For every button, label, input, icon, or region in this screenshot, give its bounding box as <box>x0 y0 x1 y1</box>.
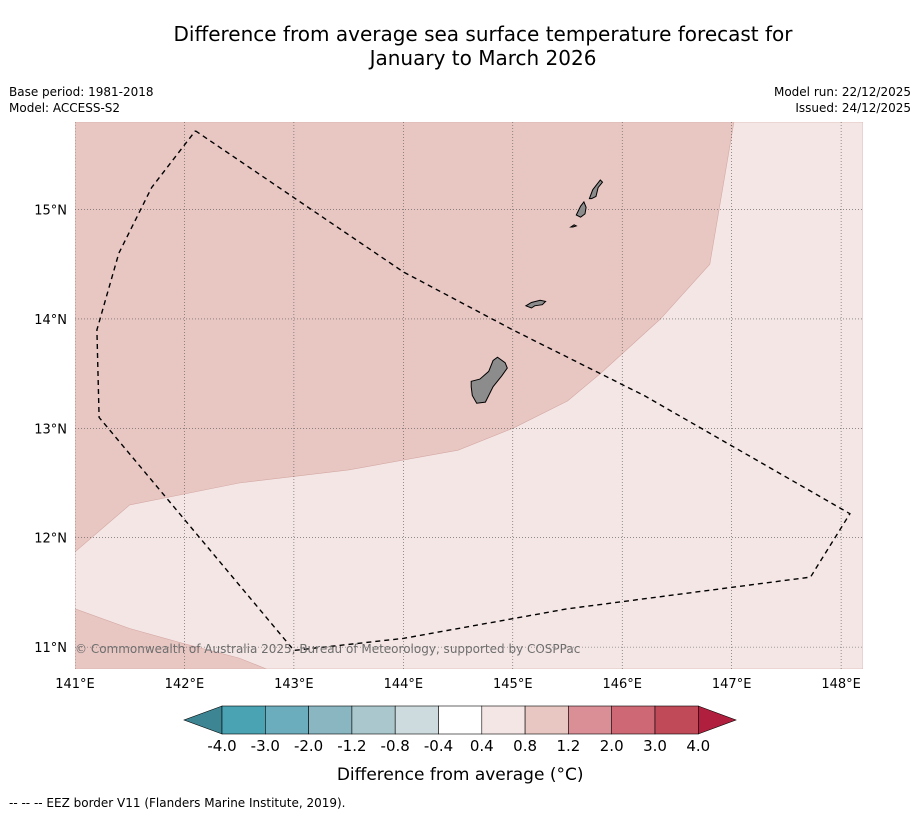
eez-legend-note: -- -- -- EEZ border V11 (Flanders Marine… <box>9 796 346 810</box>
colorbar-swatch <box>264 705 309 735</box>
meta-left: Base period: 1981-2018 Model: ACCESS-S2 <box>9 84 154 116</box>
colorbar-swatch <box>568 705 613 735</box>
map-area: © Commonwealth of Australia 2025, Bureau… <box>34 122 863 692</box>
colorbar-tick-label: 2.0 <box>600 737 624 755</box>
title-line-1: Difference from average sea surface temp… <box>173 22 793 46</box>
saipan-island <box>588 179 604 200</box>
lon-tick-label: 148°E <box>821 677 861 692</box>
colorbar-tick-label: -2.0 <box>294 737 323 755</box>
colorbar-swatch <box>221 705 266 735</box>
colorbar-label: Difference from average (°C) <box>337 765 584 785</box>
colorbar-low-arrow <box>183 705 223 735</box>
colorbar-tick-label: -1.2 <box>337 737 366 755</box>
lat-tick-label: 13°N <box>34 422 67 437</box>
colorbar-swatch <box>308 705 353 735</box>
colorbar-swatch <box>351 705 396 735</box>
colorbar-swatch <box>394 705 439 735</box>
lat-tick-label: 14°N <box>34 313 67 328</box>
lon-tick-label: 142°E <box>165 677 205 692</box>
rota-island <box>524 299 547 309</box>
colorbar-tick-label: 1.2 <box>556 737 580 755</box>
lon-tick-label: 146°E <box>602 677 642 692</box>
guam-island <box>470 356 508 404</box>
meta-right: Model run: 22/12/2025 Issued: 24/12/2025 <box>774 84 911 116</box>
lat-tick-label: 15°N <box>34 204 67 219</box>
lon-tick-label: 145°E <box>493 677 533 692</box>
colorbar-tick-label: -3.0 <box>251 737 280 755</box>
colorbar-tick-label: 0.4 <box>470 737 494 755</box>
anomaly-0.8-1.2-region-south <box>75 608 267 669</box>
eez-border-line <box>96 130 851 652</box>
colorbar-swatch <box>654 705 699 735</box>
colorbar-tick-label: -4.0 <box>207 737 236 755</box>
colorbar-swatch <box>481 705 526 735</box>
colorbar: -4.0 -3.0 -2.0 -1.2 -0.8 -0.4 0.4 0.8 1.2 2.0 3.0 4… <box>183 705 737 785</box>
lat-tick-label: 12°N <box>34 532 67 547</box>
issued-text: Issued: 24/12/2025 <box>795 101 911 115</box>
title-line-2: January to March 2026 <box>369 46 597 70</box>
colorbar-tick-label: 3.0 <box>643 737 667 755</box>
colorbar-swatch <box>611 705 656 735</box>
lon-tick-label: 141°E <box>55 677 95 692</box>
model-text: Model: ACCESS-S2 <box>9 101 121 115</box>
colorbar-high-arrow <box>697 705 737 735</box>
colorbar-tick-label: 4.0 <box>686 737 710 755</box>
colorbar-tick-label: -0.4 <box>424 737 453 755</box>
model-run-text: Model run: 22/12/2025 <box>773 85 911 99</box>
lon-tick-label: 144°E <box>384 677 424 692</box>
tinian-island <box>575 200 587 218</box>
lon-tick-label: 143°E <box>274 677 314 692</box>
colorbar-tick-label: -0.8 <box>381 737 410 755</box>
lat-tick-label: 11°N <box>34 641 67 656</box>
colorbar-swatch <box>438 705 483 735</box>
base-period-text: Base period: 1981-2018 <box>9 85 154 99</box>
anomaly-0.8-1.2-region-north <box>75 122 735 553</box>
lon-tick-label: 147°E <box>712 677 752 692</box>
colorbar-swatch <box>524 705 569 735</box>
chart-title: Difference from average sea surface temp… <box>0 22 919 70</box>
colorbar-tick-label: 0.8 <box>513 737 537 755</box>
map-figure: © Commonwealth of Australia 2025, Bureau… <box>34 122 863 785</box>
copyright-text: © Commonwealth of Australia 2025, Bureau… <box>75 642 580 656</box>
aguijan-island <box>569 224 578 228</box>
